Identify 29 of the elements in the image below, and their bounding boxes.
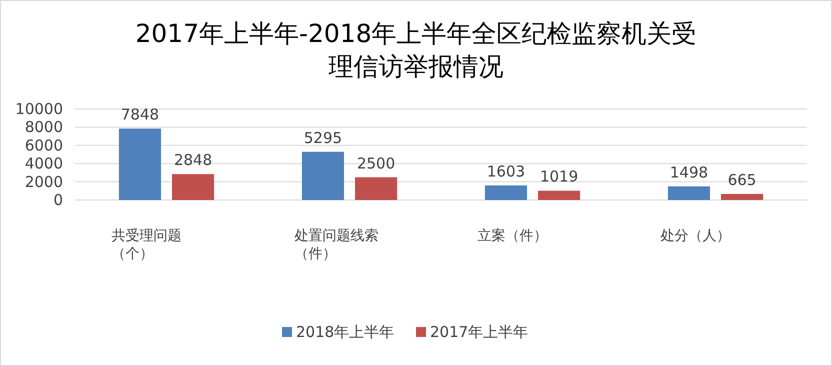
bar bbox=[172, 174, 214, 200]
chart-title: 2017年上半年-2018年上半年全区纪检监察机关受理信访举报情况 bbox=[135, 19, 697, 81]
bar bbox=[538, 190, 580, 200]
data-label: 5295 bbox=[304, 128, 342, 147]
y-tick-label: 0 bbox=[53, 191, 63, 209]
x-tick-label: 共受理问题（个） bbox=[112, 228, 182, 262]
bar bbox=[720, 194, 764, 200]
bar bbox=[354, 177, 398, 200]
x-tick-label: 处置问题线索（件） bbox=[294, 228, 378, 262]
data-label: 2848 bbox=[174, 151, 212, 170]
x-tick-label: 处分（人） bbox=[660, 228, 730, 244]
x-tick-label: 立案（件） bbox=[478, 227, 548, 244]
data-label: 7848 bbox=[120, 106, 160, 124]
y-tick-label: 8000 bbox=[24, 118, 63, 136]
y-tick-label: 6000 bbox=[24, 136, 63, 154]
data-label: 665 bbox=[728, 170, 756, 189]
data-label: 1603 bbox=[486, 162, 526, 180]
y-tick-label: 10000 bbox=[15, 100, 63, 118]
bar bbox=[484, 185, 528, 200]
legend-label: 2018年上半年 bbox=[296, 323, 394, 341]
bar bbox=[118, 128, 162, 200]
y-tick-label: 4000 bbox=[24, 154, 63, 173]
y-tick-label: 2000 bbox=[24, 172, 63, 191]
legend-label: 2017年上半年 bbox=[430, 323, 528, 341]
data-label: 1498 bbox=[670, 163, 708, 182]
bar bbox=[302, 152, 344, 200]
data-label: 1019 bbox=[540, 168, 578, 186]
bar bbox=[668, 186, 710, 200]
data-label: 2500 bbox=[356, 154, 396, 172]
